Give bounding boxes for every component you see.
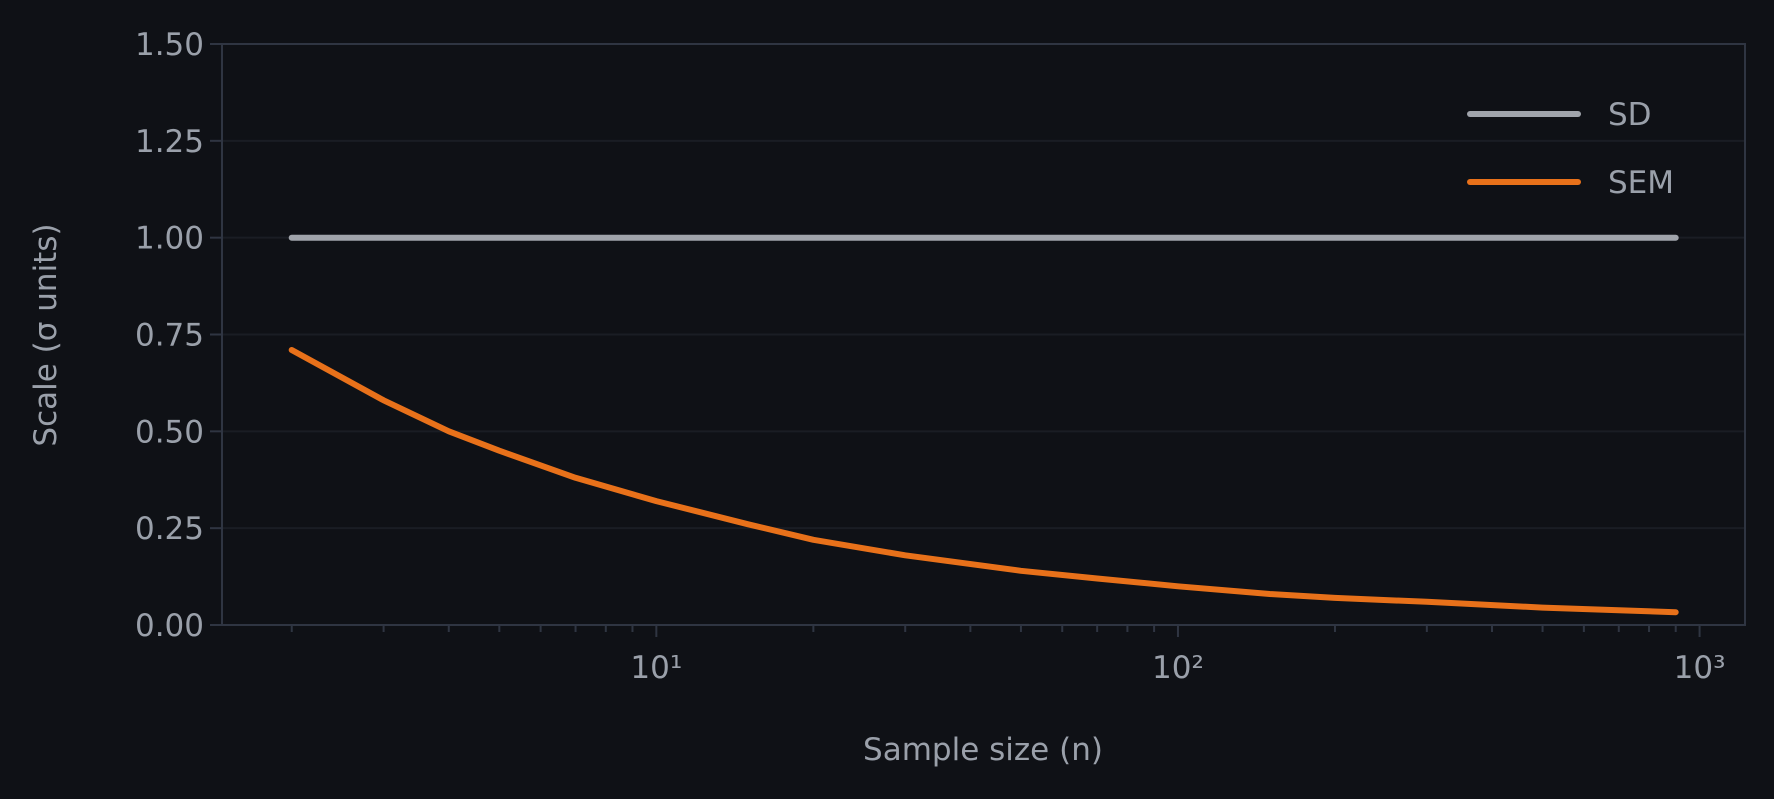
legend-label: SD	[1608, 97, 1652, 133]
x-tick-label: 10¹	[630, 650, 682, 686]
y-tick-label: 0.00	[135, 608, 204, 644]
y-tick-label: 1.25	[135, 124, 204, 160]
x-tick-label: 10²	[1152, 650, 1204, 686]
y-tick-label: 0.50	[135, 414, 204, 450]
legend-label: SEM	[1608, 165, 1674, 201]
x-tick-label: 10³	[1674, 650, 1726, 686]
x-axis-label: Sample size (n)	[863, 732, 1103, 768]
y-tick-label: 1.00	[135, 221, 204, 257]
y-tick-label: 0.25	[135, 511, 204, 547]
y-axis-label: Scale (σ units)	[28, 223, 64, 446]
y-tick-label: 1.50	[135, 27, 204, 63]
line-series	[288, 347, 1679, 616]
plot-frame	[221, 43, 1746, 626]
y-tick-label: 0.75	[135, 318, 204, 354]
